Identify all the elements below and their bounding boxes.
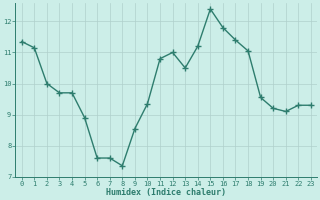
X-axis label: Humidex (Indice chaleur): Humidex (Indice chaleur) [106, 188, 226, 197]
